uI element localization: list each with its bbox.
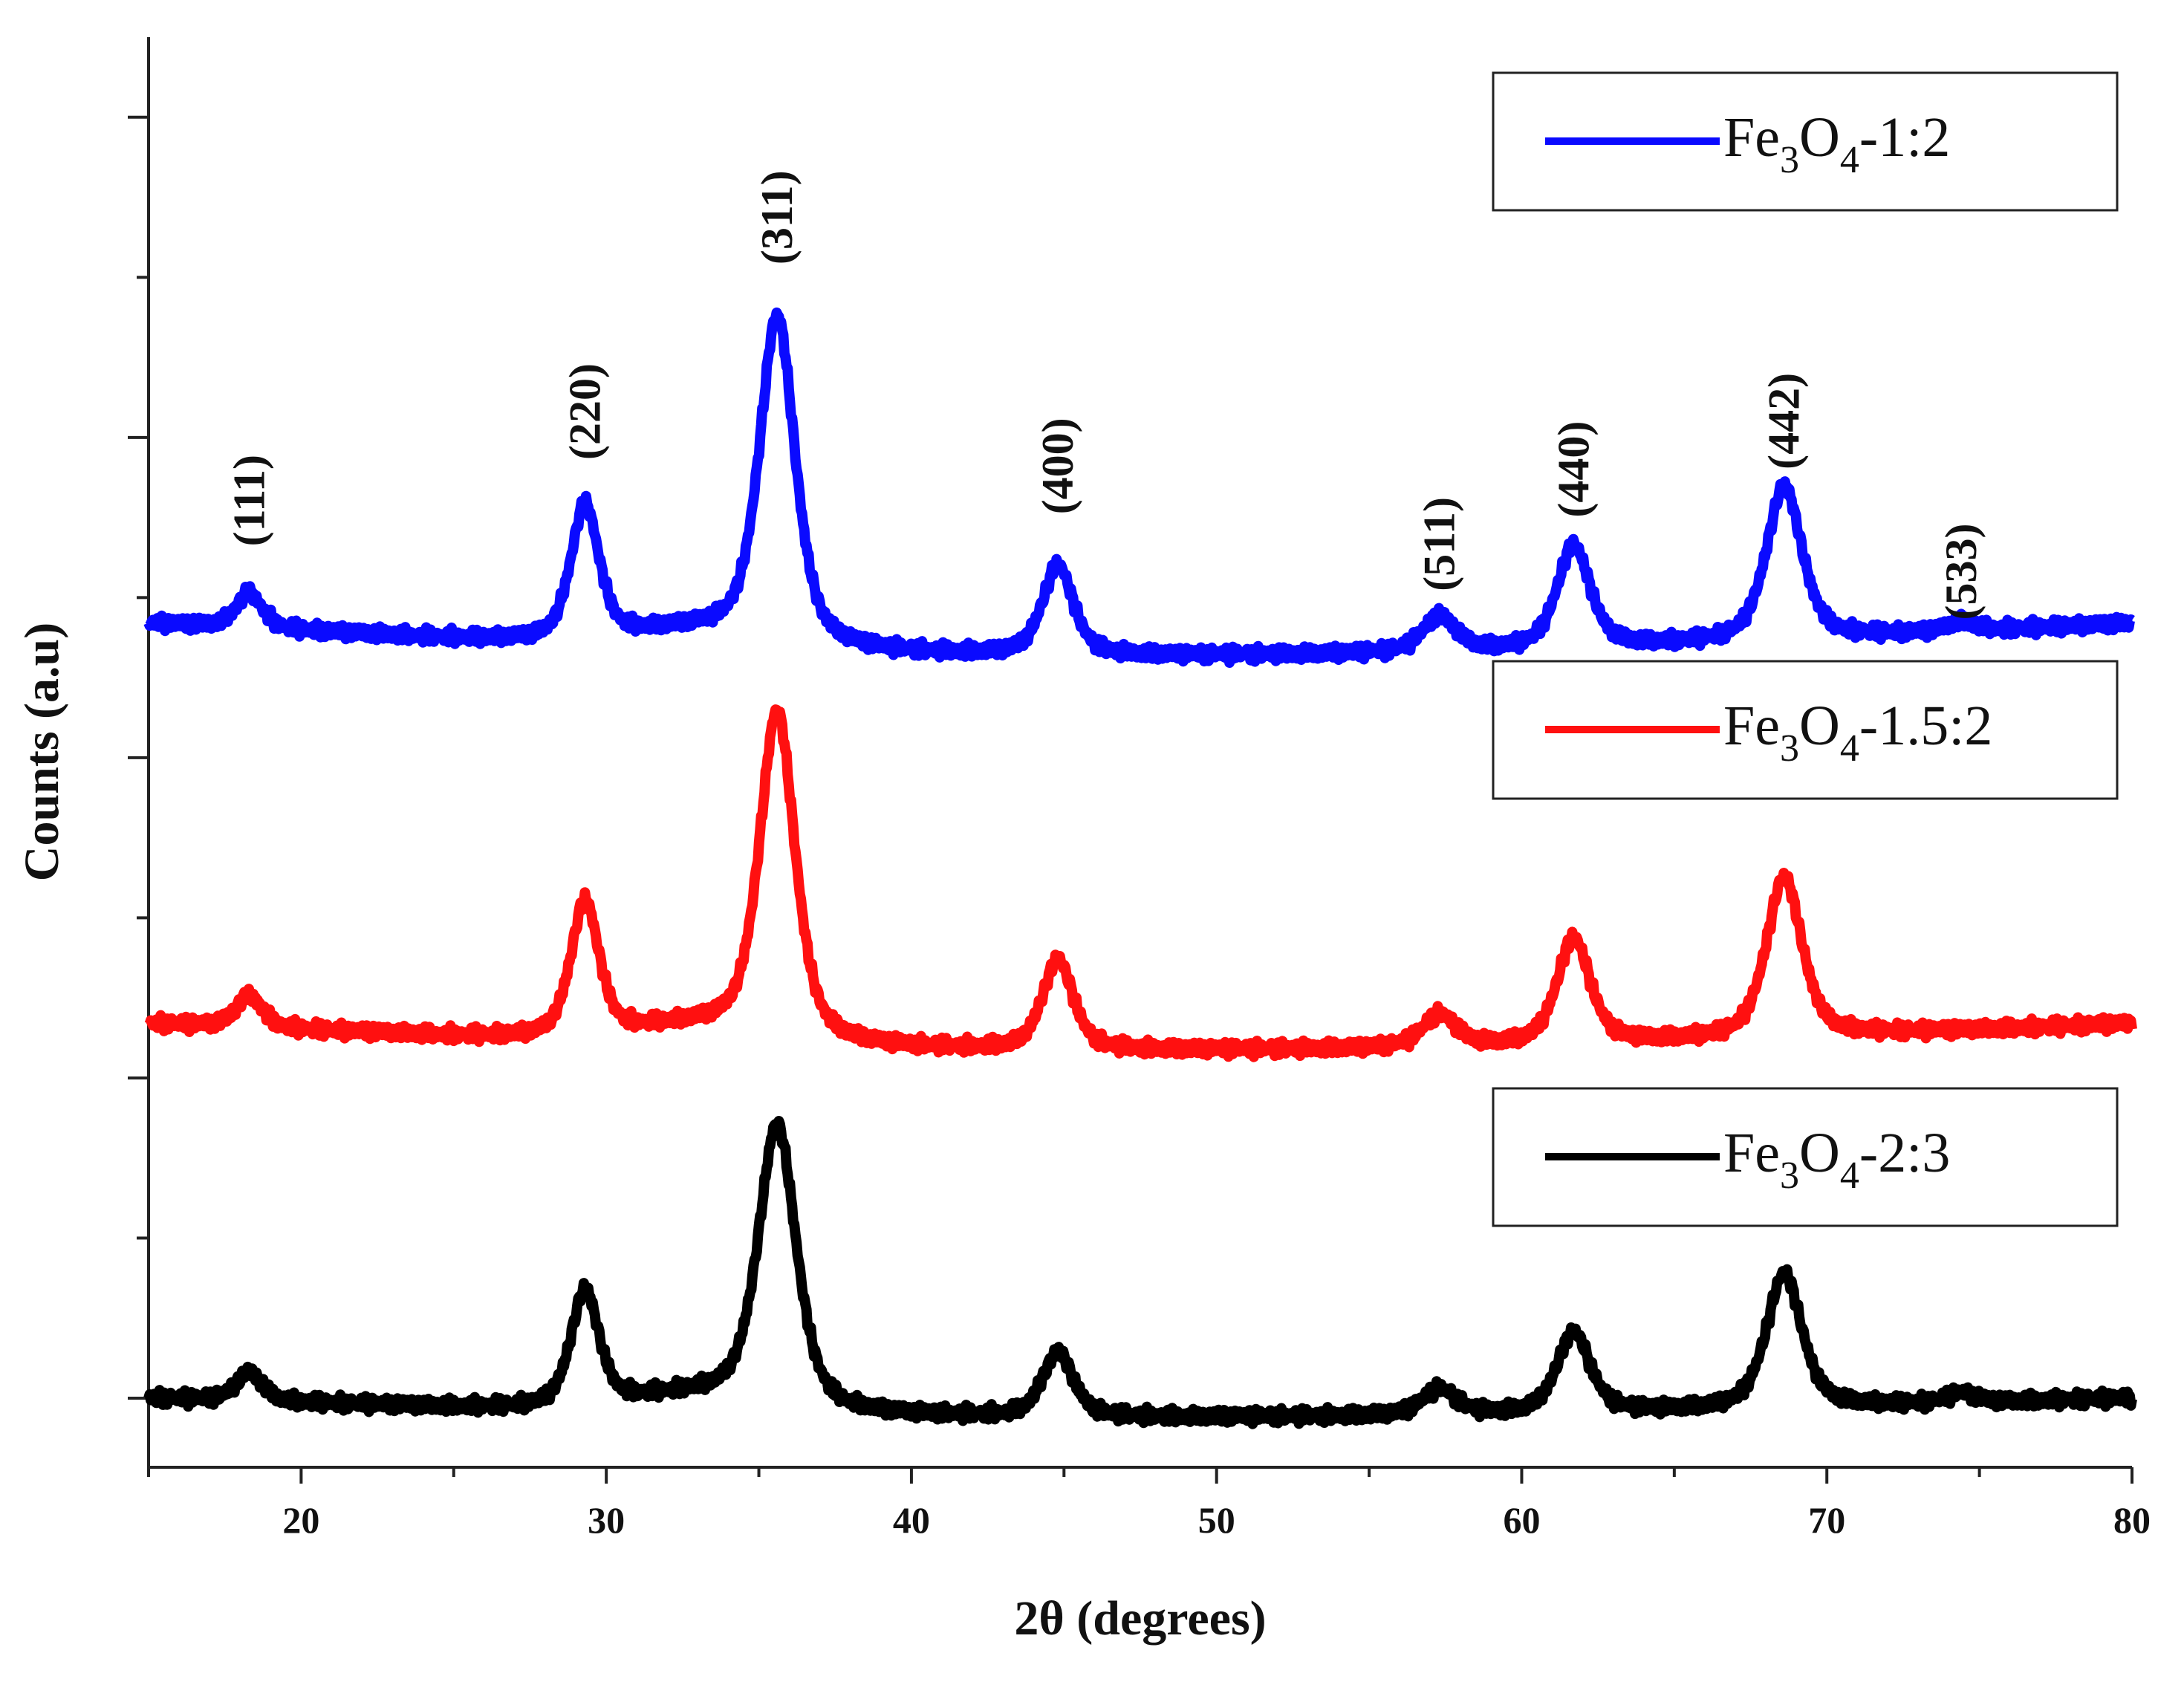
peak-label: (400) <box>1033 418 1082 514</box>
legend-label: Fe3O4-2:3 <box>1723 1122 1950 1197</box>
legend-layer: Fe3O4-1:2 Fe3O4-1.5:2 Fe3O4-2:3 <box>1492 71 2119 1227</box>
peak-label: (440) <box>1549 421 1598 518</box>
peak-label: (220) <box>560 363 609 460</box>
x-tick-label: 80 <box>2113 1499 2151 1541</box>
peak-label: (511) <box>1415 497 1464 591</box>
series-layer <box>143 307 2137 1429</box>
legend-entry-1: Fe3O4-1.5:2 <box>1492 660 2119 800</box>
legend-entry-0: Fe3O4-1:2 <box>1492 71 2119 212</box>
x-tick-label: 70 <box>1808 1499 1845 1541</box>
peak-label: (111) <box>225 455 274 546</box>
legend-entry-2: Fe3O4-2:3 <box>1492 1087 2119 1227</box>
peak-label: (442) <box>1760 373 1809 470</box>
y-ticks <box>128 115 149 1400</box>
y-axis-title: Counts (a.u) <box>15 623 69 881</box>
x-ticks: 20 30 40 50 60 70 80 <box>147 1467 2151 1541</box>
series-line-0 <box>143 307 2136 668</box>
series-line-1 <box>144 704 2137 1062</box>
peak-label: (533) <box>1937 524 1986 620</box>
peak-label: (311) <box>753 170 802 264</box>
legend-label: Fe3O4-1:2 <box>1723 106 1950 181</box>
x-axis-title: 2θ (degrees) <box>1014 1591 1266 1646</box>
x-tick-label: 60 <box>1503 1499 1540 1541</box>
x-tick-label: 20 <box>282 1499 319 1541</box>
plot-frame <box>147 37 2132 1469</box>
x-tick-label: 40 <box>893 1499 930 1541</box>
x-tick-label: 50 <box>1198 1499 1235 1541</box>
series-line-2 <box>143 1116 2137 1429</box>
legend-label: Fe3O4-1.5:2 <box>1723 695 1992 770</box>
annotation-layer: (111) (220) (311) (400) (511) (440) (442) (533) <box>225 170 1986 620</box>
x-tick-label: 30 <box>588 1499 625 1541</box>
